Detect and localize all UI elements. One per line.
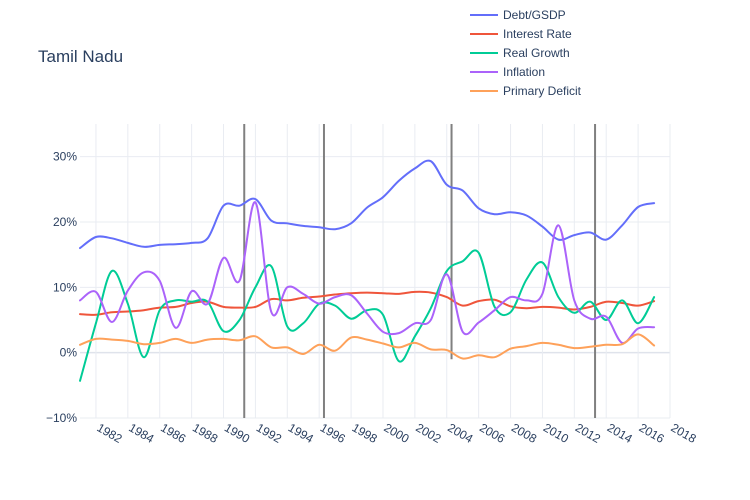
x-tick-label: 2004 [445, 420, 475, 446]
x-tick-label: 1992 [254, 420, 284, 446]
y-tick-label: 10% [53, 280, 77, 294]
legend-label: Interest Rate [503, 27, 572, 41]
legend-label: Real Growth [503, 46, 570, 60]
legend-item[interactable]: Primary Deficit [470, 84, 582, 98]
x-tick-label: 2010 [541, 420, 571, 446]
legend-item[interactable]: Debt/GSDP [470, 8, 566, 22]
legend-item[interactable]: Inflation [470, 65, 545, 79]
legend-label: Inflation [503, 65, 545, 79]
x-tick-label: 1984 [126, 420, 156, 446]
x-tick-label: 2012 [573, 420, 603, 446]
series-lines [79, 159, 656, 382]
x-tick-label: 2000 [381, 420, 411, 446]
y-tick-label: 20% [53, 215, 77, 229]
legend-label: Debt/GSDP [503, 8, 566, 22]
legend-item[interactable]: Real Growth [470, 46, 570, 60]
x-tick-label: 2016 [637, 420, 667, 446]
series-line-inflation [79, 201, 656, 344]
x-tick-label: 1996 [318, 420, 348, 446]
legend-label: Primary Deficit [503, 84, 582, 98]
y-tick-label: 0% [60, 346, 78, 360]
x-tick-label: 2018 [669, 420, 699, 446]
y-tick-label: −10% [46, 411, 77, 425]
x-tick-label: 1998 [350, 420, 380, 446]
x-tick-label: 1986 [158, 420, 188, 446]
series-line-debt-gsdp [79, 159, 656, 250]
x-tick-label: 1990 [222, 420, 252, 446]
x-tick-label: 2014 [605, 420, 635, 446]
grid [80, 124, 671, 419]
x-tick-label: 2002 [413, 420, 443, 446]
chart-title: Tamil Nadu [38, 47, 123, 66]
y-axis-ticks: −10% 0% 10% 20% 30% [46, 150, 77, 425]
series-line-primary-deficit [79, 333, 656, 360]
vertical-markers [243, 124, 597, 418]
x-tick-label: 2006 [477, 420, 507, 446]
legend[interactable]: Debt/GSDP Interest Rate Real Growth Inflati… [470, 8, 582, 98]
x-tick-label: 2008 [509, 420, 539, 446]
x-tick-label: 1994 [286, 420, 316, 446]
legend-item[interactable]: Interest Rate [470, 27, 572, 41]
y-tick-label: 30% [53, 150, 77, 164]
x-tick-label: 1988 [190, 420, 220, 446]
x-tick-label: 1982 [94, 420, 124, 446]
series-line-interest-rate [79, 290, 656, 316]
series-line-real-growth [79, 249, 656, 382]
x-axis-ticks: 1982 1984 1986 1988 1990 1992 1994 1996 1998 2000… [94, 420, 698, 446]
